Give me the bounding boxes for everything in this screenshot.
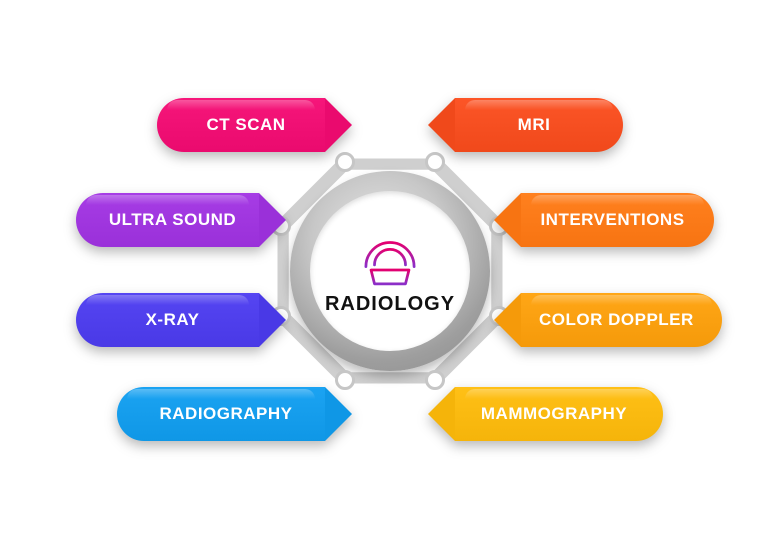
spoke-label: MRI [455,98,623,152]
spoke-label: X-RAY [76,293,259,347]
hub-circle: RADIOLOGY [310,191,470,351]
spoke-x-ray: X-RAY [76,293,286,347]
infographic-stage: RADIOLOGY CT SCAN ULTRA SOUND X-RAY RADIOGR… [0,0,780,542]
spoke-interventions: INTERVENTIONS [494,193,714,247]
spoke-label: ULTRA SOUND [76,193,259,247]
spoke-label: MAMMOGRAPHY [455,387,663,441]
spoke-label: INTERVENTIONS [521,193,714,247]
spoke-arrow [428,98,455,152]
ct-scanner-icon [355,227,425,289]
spoke-label: COLOR DOPPLER [521,293,722,347]
spoke-arrow [494,193,521,247]
spoke-arrow [428,387,455,441]
spoke-arrow [325,98,352,152]
center-label: RADIOLOGY [325,293,455,316]
grommet-0 [335,152,355,172]
spoke-ultra-sound: ULTRA SOUND [76,193,286,247]
spoke-arrow [494,293,521,347]
grommet-1 [425,152,445,172]
spoke-color-doppler: COLOR DOPPLER [494,293,722,347]
spoke-arrow [259,293,286,347]
spoke-mammography: MAMMOGRAPHY [428,387,663,441]
spoke-mri: MRI [428,98,623,152]
spoke-radiography: RADIOGRAPHY [117,387,352,441]
spoke-arrow [259,193,286,247]
spoke-label: CT SCAN [157,98,325,152]
spoke-arrow [325,387,352,441]
spoke-label: RADIOGRAPHY [117,387,325,441]
spoke-ct-scan: CT SCAN [157,98,352,152]
